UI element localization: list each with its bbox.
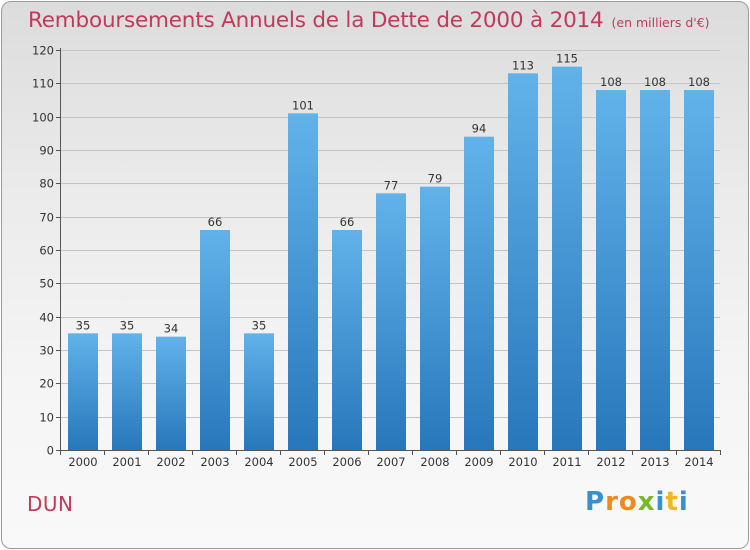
y-tick-label: 30 <box>39 344 54 358</box>
logo-letter: t <box>665 487 679 517</box>
bar <box>68 333 98 450</box>
bar <box>376 193 406 451</box>
y-tick-label: 70 <box>39 211 54 225</box>
bar <box>200 230 230 450</box>
bar <box>420 186 450 450</box>
data-label: 108 <box>644 75 666 89</box>
x-tick-label: 2001 <box>112 455 141 469</box>
data-label: 94 <box>472 122 487 136</box>
y-tick-label: 80 <box>39 177 54 191</box>
x-tick-label: 2012 <box>596 455 625 469</box>
y-tick-label: 110 <box>32 77 54 91</box>
x-tick-label: 2010 <box>508 455 537 469</box>
bars: 35 35 34 66 35 101 66 77 79 94 113 115 108 108 108 <box>68 52 714 451</box>
bar <box>464 136 494 450</box>
x-tick-label: 2013 <box>640 455 669 469</box>
proxiti-logo: Proxiti <box>585 487 689 517</box>
bar <box>288 113 318 450</box>
chart-title: Remboursements Annuels de la Dette de 20… <box>28 8 604 33</box>
data-label: 66 <box>340 215 355 229</box>
bar <box>596 90 626 450</box>
data-label: 108 <box>688 75 710 89</box>
x-tick-label: 2009 <box>464 455 493 469</box>
logo-letter: o <box>618 487 638 517</box>
x-tick-label: 2014 <box>684 455 713 469</box>
logo-letter: x <box>637 487 656 517</box>
chart-title-block: Remboursements Annuels de la Dette de 20… <box>28 8 710 33</box>
data-label: 115 <box>556 52 578 66</box>
data-label: 101 <box>292 98 314 112</box>
bar <box>156 336 186 450</box>
bar <box>684 90 714 450</box>
x-tick-label: 2008 <box>420 455 449 469</box>
x-tick-label: 2011 <box>552 455 581 469</box>
logo-letter: P <box>585 487 606 517</box>
x-tick-label: 2003 <box>200 455 229 469</box>
bar <box>640 90 670 450</box>
y-tick-label: 60 <box>39 244 54 258</box>
y-tick-label: 40 <box>39 311 54 325</box>
data-label: 113 <box>512 58 534 72</box>
data-label: 108 <box>600 75 622 89</box>
bar <box>552 66 582 451</box>
y-tick-label: 120 <box>32 44 54 58</box>
data-label: 35 <box>120 318 135 332</box>
y-tick-label: 50 <box>39 277 54 291</box>
data-label: 77 <box>384 178 399 192</box>
x-tick-label: 2006 <box>332 455 361 469</box>
y-axis: 0 10 20 30 40 50 60 70 80 90 100 110 120 <box>32 44 61 458</box>
data-label: 79 <box>428 172 443 186</box>
bar <box>508 73 538 450</box>
x-tick-label: 2004 <box>244 455 273 469</box>
data-label: 35 <box>76 318 91 332</box>
logo-letter: r <box>605 487 619 517</box>
data-label: 35 <box>252 318 267 332</box>
x-tick-label: 2002 <box>156 455 185 469</box>
bar <box>244 333 274 450</box>
y-tick-label: 90 <box>39 144 54 158</box>
logo-letter: i <box>678 487 689 517</box>
x-tick-label: 2000 <box>68 455 97 469</box>
y-tick-label: 20 <box>39 377 54 391</box>
y-tick-label: 0 <box>47 444 54 458</box>
chart-subtitle: (en milliers d'€) <box>611 15 710 30</box>
logo-letter: i <box>655 487 666 517</box>
y-tick-label: 100 <box>32 111 54 125</box>
bar <box>112 333 142 450</box>
bar <box>332 230 362 450</box>
town-name: DUN <box>27 492 74 516</box>
x-axis: 2000 2001 2002 2003 2004 2005 2006 2007 2008 2009… <box>60 450 721 469</box>
y-tick-label: 10 <box>39 411 54 425</box>
x-tick-label: 2005 <box>288 455 317 469</box>
x-tick-label: 2007 <box>376 455 405 469</box>
data-label: 34 <box>164 322 179 336</box>
data-label: 66 <box>208 215 223 229</box>
